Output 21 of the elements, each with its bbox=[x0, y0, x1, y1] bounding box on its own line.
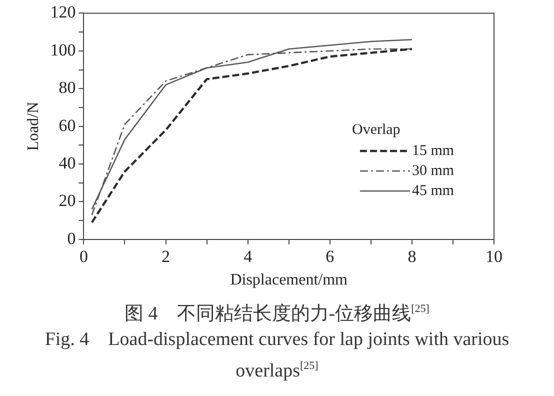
legend-label: 30 mm bbox=[412, 162, 454, 180]
legend-label: 45 mm bbox=[412, 182, 454, 200]
y-tick-label: 120 bbox=[50, 2, 76, 22]
y-axis-title: Load/N bbox=[24, 101, 42, 151]
y-tick-label: 40 bbox=[58, 153, 76, 172]
y-tick-label: 60 bbox=[58, 116, 76, 135]
x-tick-label: 4 bbox=[244, 247, 253, 266]
x-axis-title: Displacement/mm bbox=[230, 272, 348, 289]
legend-title: Overlap bbox=[352, 122, 402, 139]
y-tick-label: 0 bbox=[67, 228, 76, 248]
x-tick-label: 0 bbox=[79, 247, 88, 266]
x-tick-label: 8 bbox=[408, 247, 416, 266]
text: Fig. 4 Load-displacement curves for lap joints with various overlaps$^{[25]}$ bbox=[44, 328, 510, 384]
legend-label: 15 mm bbox=[412, 142, 454, 160]
text: 图 4 不同粘结长度的力-位移曲线$^{[25]}$ bbox=[124, 302, 430, 326]
x-tick-label: 10 bbox=[486, 247, 502, 266]
x-tick-label: 6 bbox=[326, 247, 334, 266]
y-tick-label: 100 bbox=[50, 40, 76, 60]
y-tick-label: 80 bbox=[58, 78, 76, 98]
x-tick-label: 2 bbox=[162, 247, 170, 266]
y-tick-label: 20 bbox=[58, 191, 76, 210]
